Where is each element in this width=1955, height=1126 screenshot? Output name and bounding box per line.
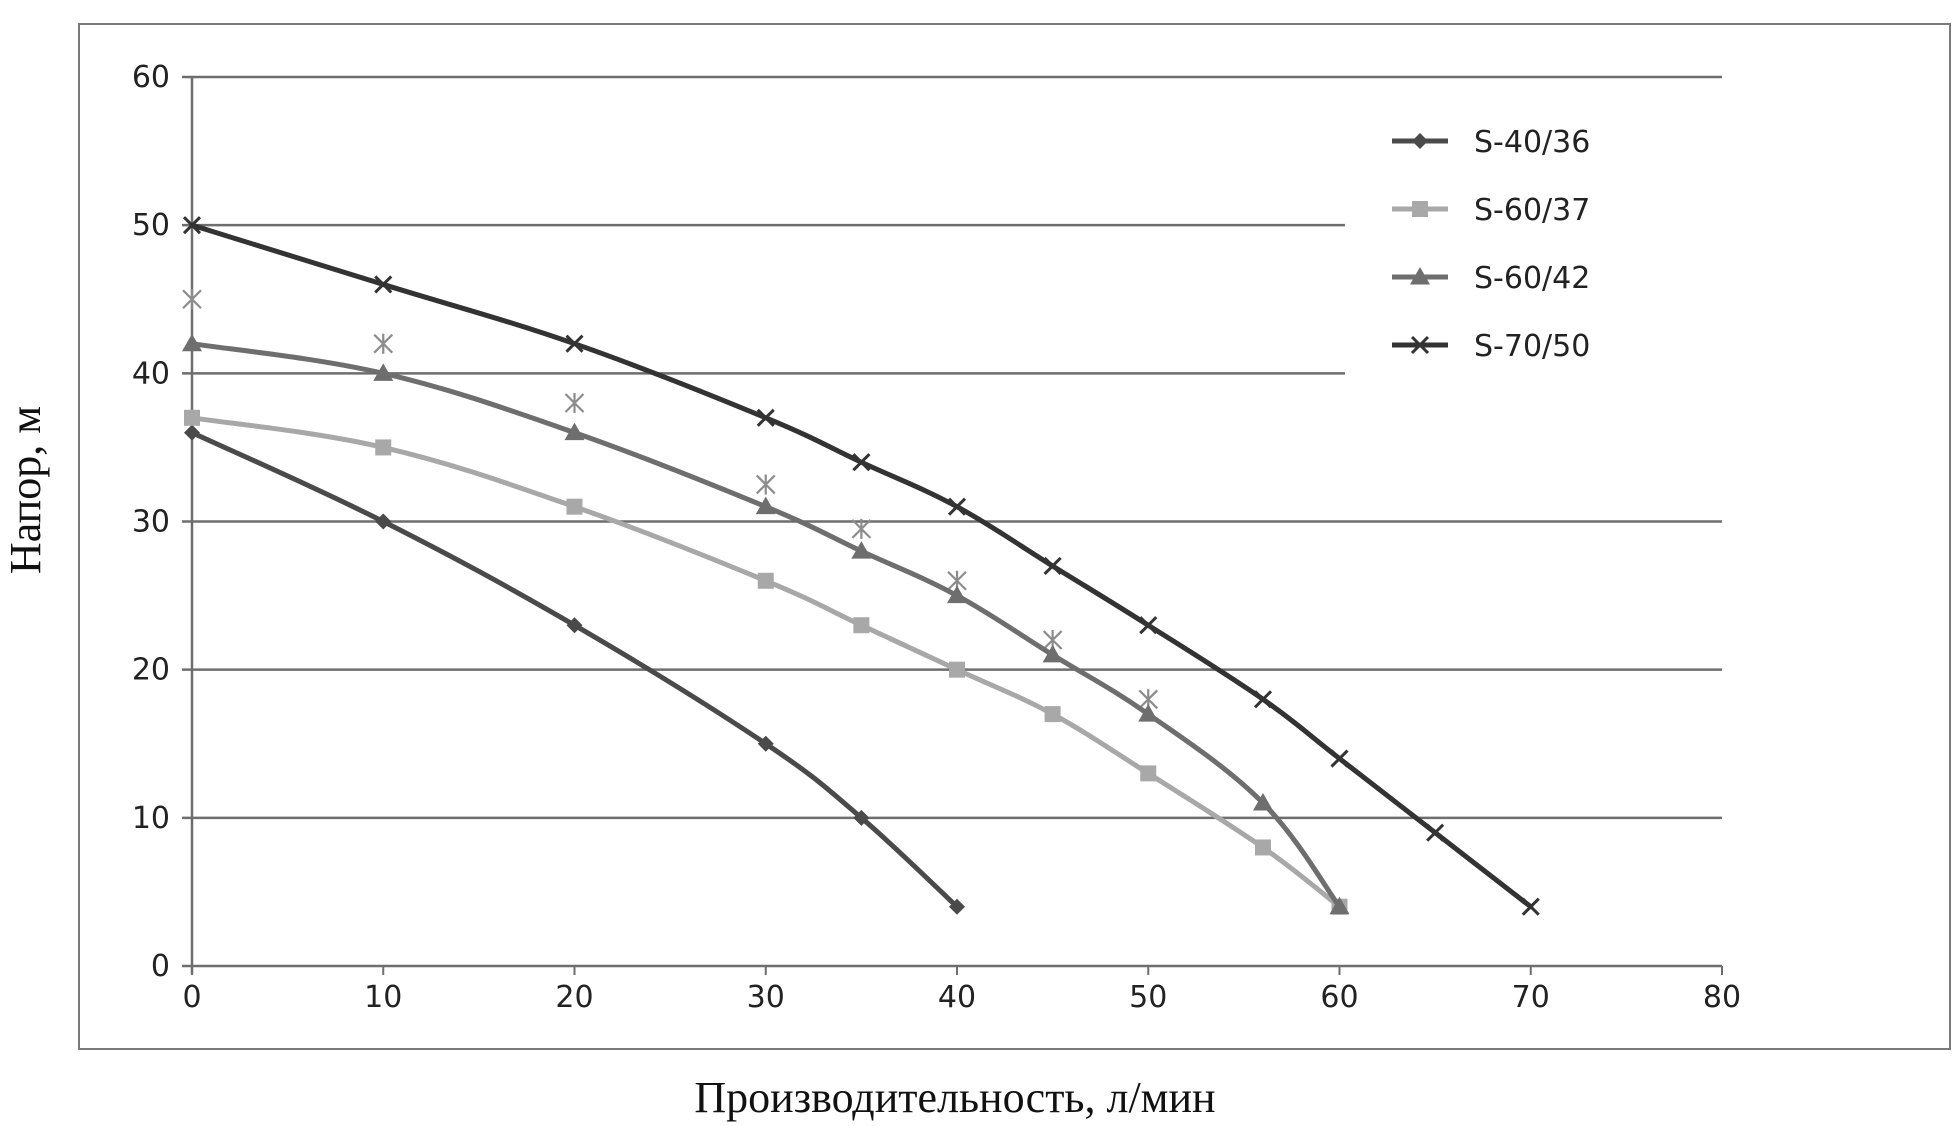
point-S-40/36-0: [184, 424, 200, 441]
series-S-60/37: [184, 409, 1348, 915]
x-tick-label-70: 70: [1512, 980, 1550, 1015]
point-S-70/50-9: [1330, 749, 1349, 768]
point-S-60/37-4: [853, 617, 870, 634]
legend-label-S-60/37: S-60/37: [1474, 193, 1590, 228]
series-group: [182, 216, 1540, 916]
point-S-60/37-3: [757, 572, 774, 589]
point-S-60/42-1: [373, 363, 394, 381]
point-S-70/50-11: [1521, 897, 1540, 916]
point-S-60/42-7: [1138, 704, 1159, 722]
extra-points: [182, 289, 1159, 710]
y-tick-label-60: 60: [132, 60, 170, 95]
point-S-40/36-3: [757, 735, 774, 752]
y-tick-label-10: 10: [132, 801, 170, 836]
point-S-60/37-6: [1044, 706, 1061, 723]
point-S-60/37-7: [1140, 765, 1157, 782]
point-S-70/50-8: [1253, 690, 1273, 709]
point-S-60/42-6: [1042, 644, 1063, 663]
x-tick-label-20: 20: [555, 980, 593, 1015]
x-tick-label-60: 60: [1320, 980, 1358, 1015]
series-S-70/50: [182, 216, 1540, 916]
point-S-60/42-0: [182, 333, 202, 352]
legend-label-S-60/42: S-60/42: [1474, 261, 1590, 296]
x-tick-label-50: 50: [1129, 980, 1167, 1015]
y-axis-title: Напор, м: [1, 406, 50, 574]
series-S-40/36: [184, 424, 965, 915]
gridlines: [182, 75, 1722, 820]
point-S-40/36-4: [853, 809, 870, 826]
legend-item-S-40/36: S-40/36: [1392, 125, 1590, 160]
y-tick-label-50: 50: [132, 208, 170, 243]
point-S-60/42-2: [564, 422, 585, 441]
point-S-60/37-5: [949, 661, 965, 678]
extra-point-2: [564, 392, 585, 413]
x-axis-title: Производительность, л/мин: [694, 1073, 1215, 1122]
legend-item-S-60/42: S-60/42: [1392, 261, 1590, 296]
legend-swatch-marker-S-60/42: [1410, 267, 1430, 285]
extra-point-0: [182, 289, 202, 310]
y-tick-label-40: 40: [132, 356, 170, 391]
point-S-40/36-1: [375, 513, 392, 530]
legend-item-S-70/50: S-70/50: [1392, 329, 1590, 364]
chart-frame: [78, 23, 1951, 1050]
point-S-40/36-5: [949, 898, 965, 915]
point-S-70/50-7: [1139, 616, 1158, 635]
series-line-S-70/50: [189, 222, 1534, 910]
point-S-60/42-8: [1253, 793, 1273, 811]
point-S-70/50-2: [565, 334, 584, 353]
point-S-40/36-2: [566, 617, 583, 634]
point-S-70/50-1: [374, 275, 393, 294]
legend-label-S-40/36: S-40/36: [1474, 125, 1590, 160]
y-tick-labels: 0 10 20 30 40 50 60: [132, 60, 170, 984]
legend-swatch-marker-S-70/50: [1410, 335, 1430, 355]
point-S-70/50-0: [182, 216, 202, 235]
point-S-60/42-5: [947, 585, 967, 604]
y-tick-label-30: 30: [132, 505, 170, 540]
point-S-70/50-6: [1043, 556, 1062, 576]
y-tick-label-20: 20: [132, 653, 170, 688]
point-S-70/50-3: [756, 408, 775, 427]
x-tick-label-30: 30: [747, 980, 785, 1015]
point-S-60/37-1: [375, 439, 392, 456]
series-line-S-60/42: [189, 341, 1342, 910]
extra-point-3: [755, 474, 776, 495]
point-S-60/42-9: [1329, 896, 1350, 915]
legend-swatch-marker-S-60/37: [1412, 201, 1428, 217]
point-S-70/50-4: [852, 453, 871, 472]
legend-label-S-70/50: S-70/50: [1474, 329, 1590, 364]
legend: S-40/36 S-60/37 S-60/42 S-70/50: [1392, 125, 1590, 364]
point-S-60/37-0: [184, 409, 200, 426]
point-S-60/42-3: [755, 496, 776, 515]
extra-point-1: [373, 333, 394, 354]
point-S-70/50-10: [1426, 823, 1445, 842]
point-S-70/50-5: [947, 497, 967, 516]
point-S-60/37-8: [1255, 839, 1271, 856]
x-tick-label-80: 80: [1703, 980, 1741, 1015]
x-tick-label-10: 10: [364, 980, 402, 1015]
x-tick-labels: 0 10 20 30 40 50 60 70 80: [182, 980, 1741, 1015]
series-S-60/42: [182, 333, 1350, 915]
point-S-60/37-2: [566, 498, 583, 515]
y-tick-label-0: 0: [151, 949, 170, 984]
legend-swatch-marker-S-40/36: [1412, 133, 1428, 149]
legend-item-S-60/37: S-60/37: [1392, 193, 1590, 228]
x-tick-label-40: 40: [938, 980, 976, 1015]
extra-point-4: [851, 518, 872, 539]
x-tick-label-0: 0: [182, 980, 201, 1015]
point-S-60/42-4: [851, 541, 872, 559]
